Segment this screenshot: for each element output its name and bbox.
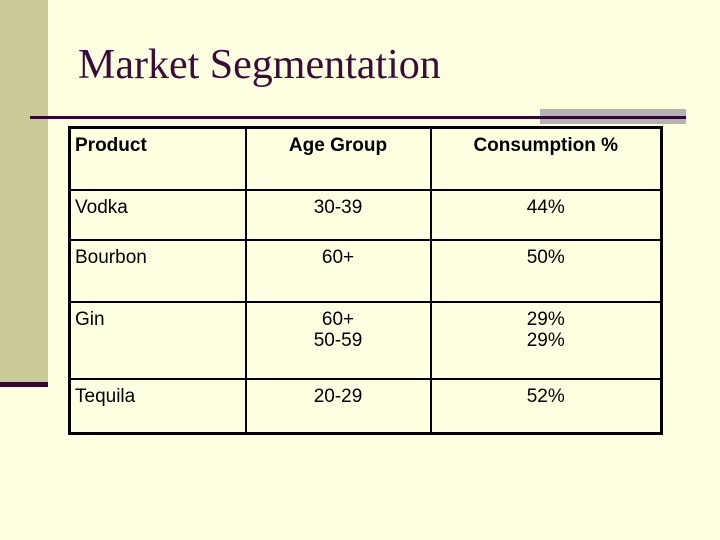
consumption-line-1: 29%: [526, 308, 565, 330]
cell-consumption: 50%: [429, 238, 663, 303]
table-row: Vodka 30-39 44%: [68, 188, 663, 241]
consumption-line-2: 29%: [526, 329, 565, 351]
cell-product: Vodka: [68, 188, 247, 241]
table-header-row: Product Age Group Consumption %: [68, 126, 663, 191]
left-accent-bar-end-line: [0, 382, 48, 387]
cell-consumption: 52%: [429, 377, 663, 435]
table-row: Bourbon 60+ 50%: [68, 238, 663, 303]
cell-product: Bourbon: [68, 238, 247, 303]
cell-product: Gin: [68, 300, 247, 380]
slide-title: Market Segmentation: [78, 42, 441, 88]
cell-consumption: 29% 29%: [429, 300, 663, 380]
column-header-product: Product: [68, 126, 247, 191]
cell-age-group: 60+: [244, 238, 432, 303]
table-row: Gin 60+ 50-59 29% 29%: [68, 300, 663, 380]
title-underline-rule: [30, 116, 686, 119]
table-row: Tequila 20-29 52%: [68, 377, 663, 435]
column-header-age-group: Age Group: [244, 126, 432, 191]
cell-consumption: 44%: [429, 188, 663, 241]
cell-product: Tequila: [68, 377, 247, 435]
cell-age-group: 20-29: [244, 377, 432, 435]
segmentation-table: Product Age Group Consumption % Vodka 30…: [68, 126, 663, 435]
age-line-2: 50-59: [313, 329, 363, 351]
cell-age-group: 60+ 50-59: [244, 300, 432, 380]
age-line-1: 60+: [321, 308, 355, 330]
column-header-consumption: Consumption %: [429, 126, 663, 191]
left-accent-bar: [0, 0, 48, 382]
cell-age-group: 30-39: [244, 188, 432, 241]
